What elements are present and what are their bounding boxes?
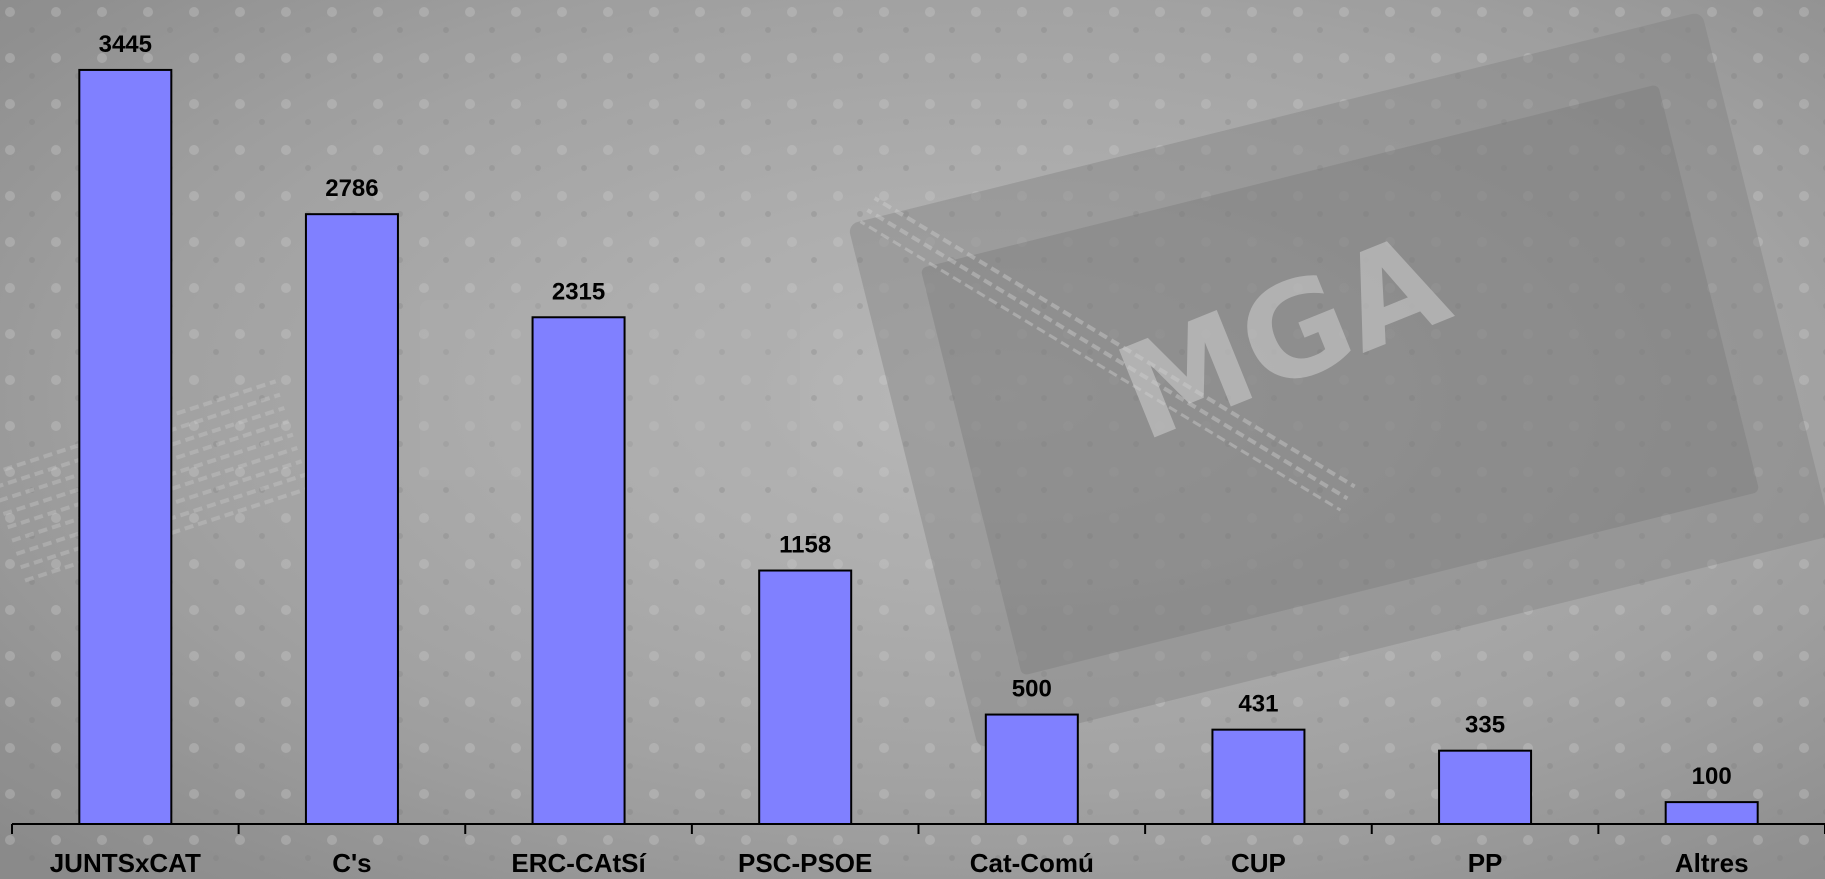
- bar: [531, 316, 626, 825]
- bar: [758, 569, 853, 825]
- x-tick-label: Cat-Comú: [970, 848, 1094, 878]
- bar: [78, 68, 173, 825]
- x-tick-label: PP: [1468, 848, 1503, 878]
- data-label: 335: [1465, 712, 1505, 739]
- data-label: 2315: [552, 278, 605, 305]
- bar: [1211, 728, 1306, 825]
- data-label: 100: [1692, 763, 1732, 790]
- data-label: 500: [1012, 676, 1052, 703]
- data-label: 3445: [99, 31, 152, 58]
- x-tick-label: C's: [332, 848, 371, 878]
- bar: [1664, 801, 1759, 825]
- data-label: 431: [1238, 691, 1278, 718]
- data-label: 2786: [325, 175, 378, 202]
- x-tick-label: Altres: [1675, 848, 1749, 878]
- data-label: 1158: [779, 532, 831, 559]
- x-tick-label: CUP: [1231, 848, 1286, 878]
- bar: [984, 713, 1079, 825]
- x-tick-label: JUNTSxCAT: [50, 848, 201, 878]
- bar: [304, 213, 399, 826]
- x-tick-label: ERC-CAtSí: [511, 848, 646, 878]
- bar: [1438, 749, 1533, 826]
- x-tick-label: PSC-PSOE: [738, 848, 872, 878]
